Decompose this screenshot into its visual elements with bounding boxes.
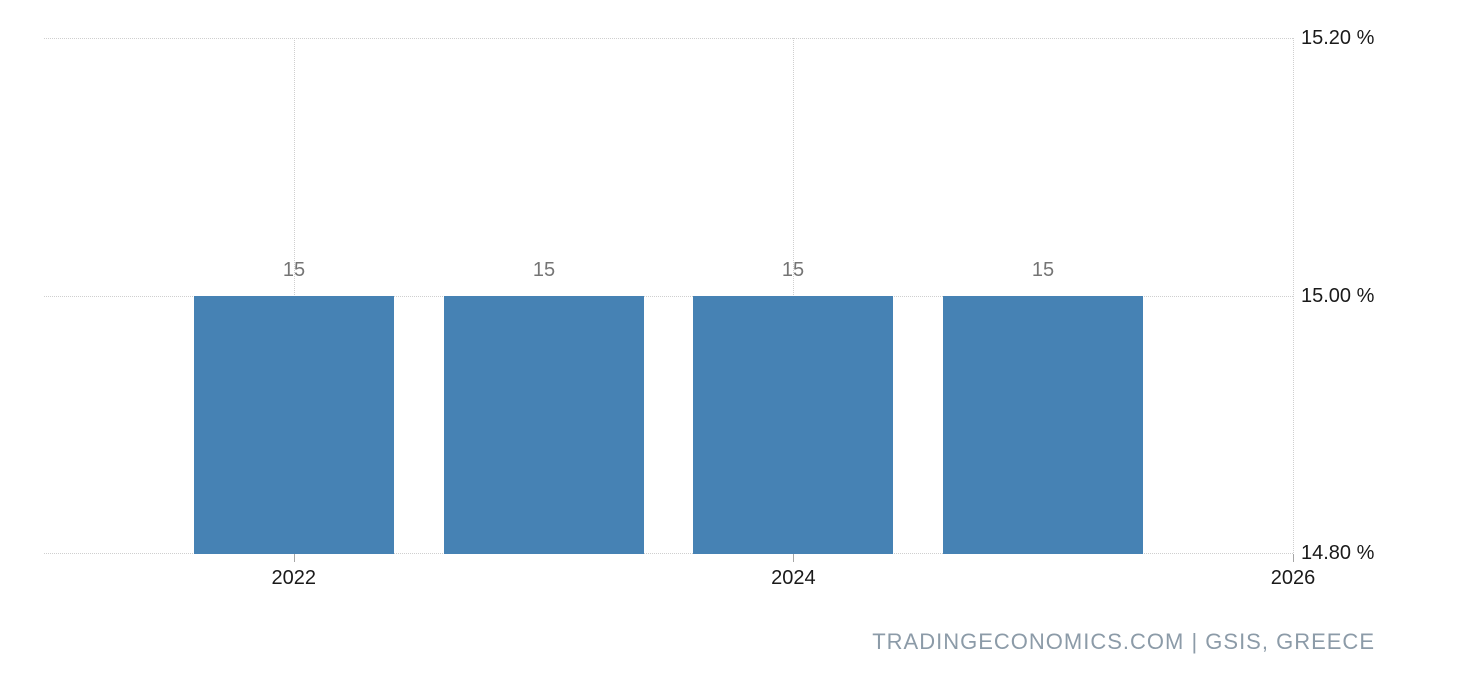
y-axis-tick-label: 15.20 % <box>1301 27 1375 49</box>
x-gridline <box>793 38 795 553</box>
bar-value-label: 15 <box>781 259 805 281</box>
bar-value-label: 15 <box>532 259 556 281</box>
y-gridline <box>44 295 1293 297</box>
data-bar <box>194 296 394 554</box>
data-bar <box>943 296 1143 554</box>
y-gridline <box>44 38 1293 39</box>
bar-value-label: 15 <box>1031 259 1055 281</box>
y-axis-tick-label: 14.80 % <box>1301 542 1375 564</box>
x-axis-tick-label: 2024 <box>771 567 816 589</box>
data-bar <box>444 296 644 554</box>
y-gridline <box>44 553 1293 554</box>
data-bar <box>693 296 893 554</box>
x-axis-tick-label: 2022 <box>271 567 317 589</box>
x-axis-tick <box>293 554 295 562</box>
x-axis-tick <box>793 554 795 562</box>
y-axis-tick-label: 15.00 % <box>1301 284 1375 307</box>
watermark-text: TRADINGECONOMICS.COM | GSIS, GREECE <box>872 629 1375 654</box>
bar-value-label: 15 <box>282 259 306 281</box>
x-axis-tick-label: 2026 <box>1270 567 1316 589</box>
x-gridline <box>293 38 295 553</box>
x-axis-tick <box>1293 554 1294 562</box>
x-gridline <box>1293 38 1294 553</box>
